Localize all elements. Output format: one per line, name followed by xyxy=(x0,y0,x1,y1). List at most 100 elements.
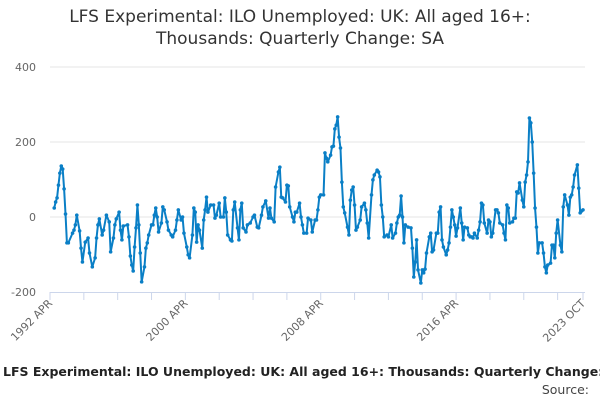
data-point xyxy=(225,233,230,237)
data-point xyxy=(503,238,508,242)
data-point xyxy=(481,203,485,207)
data-point xyxy=(245,223,250,227)
data-point xyxy=(79,246,83,250)
data-point xyxy=(347,233,351,237)
data-point xyxy=(558,243,563,247)
data-point xyxy=(544,271,549,275)
data-point xyxy=(366,236,371,240)
data-point xyxy=(523,180,527,184)
data-point xyxy=(376,170,381,174)
data-point xyxy=(283,200,288,204)
y-tick-label: 0 xyxy=(29,211,36,224)
data-point xyxy=(59,164,64,168)
data-point xyxy=(403,223,408,227)
data-point xyxy=(231,208,236,212)
data-point xyxy=(138,251,143,255)
data-point xyxy=(58,171,62,175)
data-point xyxy=(507,221,512,225)
data-point xyxy=(333,127,337,131)
data-point xyxy=(113,223,117,227)
data-point xyxy=(575,163,580,167)
data-point xyxy=(354,228,358,232)
x-tick-label: 2023 OCT xyxy=(540,297,588,345)
data-point xyxy=(517,181,522,185)
data-point xyxy=(380,215,385,219)
data-point xyxy=(60,167,65,171)
data-point xyxy=(489,235,494,239)
data-point xyxy=(355,225,360,229)
data-point xyxy=(297,201,302,205)
data-point xyxy=(567,213,571,217)
x-axis: 1992 APR 2000 APR 2008 APR 2016 APR 2023 OCT xyxy=(8,292,588,345)
data-point xyxy=(125,223,130,227)
data-point xyxy=(272,220,276,224)
data-point xyxy=(541,251,546,255)
data-point xyxy=(304,231,309,235)
data-point xyxy=(117,210,121,214)
data-point xyxy=(349,188,354,192)
data-point xyxy=(100,233,104,237)
data-point xyxy=(184,245,189,249)
data-point xyxy=(252,213,257,217)
data-point xyxy=(476,228,481,232)
data-point xyxy=(536,251,540,255)
data-point xyxy=(269,216,274,220)
data-point xyxy=(224,210,229,214)
data-point xyxy=(490,231,495,235)
data-point xyxy=(341,205,346,209)
data-point xyxy=(371,178,375,182)
data-point xyxy=(55,196,59,200)
data-point xyxy=(450,208,454,212)
data-point xyxy=(280,196,285,200)
data-point xyxy=(424,251,429,255)
data-point xyxy=(431,248,436,252)
data-point xyxy=(299,215,303,219)
data-point xyxy=(437,210,441,214)
data-point xyxy=(348,198,353,202)
data-point xyxy=(419,281,423,285)
data-point xyxy=(410,246,415,250)
data-point xyxy=(495,208,499,212)
data-point xyxy=(235,226,240,230)
data-point xyxy=(478,220,482,224)
data-point xyxy=(325,160,330,164)
data-point xyxy=(201,218,206,222)
data-point xyxy=(259,213,264,217)
data-point xyxy=(438,205,443,209)
y-axis: 400 200 0 -200 xyxy=(11,61,36,299)
data-point xyxy=(239,201,244,205)
data-point xyxy=(378,175,382,179)
data-point xyxy=(153,206,158,210)
data-point xyxy=(173,228,178,232)
data-point xyxy=(200,246,205,250)
data-point xyxy=(131,269,135,273)
data-point xyxy=(421,271,426,275)
data-point xyxy=(397,213,402,217)
data-point xyxy=(471,236,475,240)
data-point xyxy=(445,248,450,252)
series xyxy=(52,115,585,285)
data-point xyxy=(458,206,463,210)
data-point xyxy=(193,210,198,214)
data-point xyxy=(237,238,241,242)
data-point xyxy=(137,223,141,227)
data-point xyxy=(521,205,526,209)
data-point xyxy=(83,240,88,244)
data-point xyxy=(268,206,272,210)
data-point xyxy=(306,216,310,220)
data-point xyxy=(170,235,175,239)
data-point xyxy=(248,221,253,225)
data-point xyxy=(101,228,106,232)
data-point xyxy=(166,228,171,232)
data-point xyxy=(273,185,278,189)
data-point xyxy=(506,206,511,210)
gridlines xyxy=(50,66,585,218)
data-point xyxy=(572,173,577,177)
data-point xyxy=(104,213,109,217)
data-point xyxy=(352,203,357,207)
data-point xyxy=(390,236,395,240)
data-point xyxy=(206,210,210,214)
data-point xyxy=(543,265,547,269)
data-point xyxy=(448,225,453,229)
data-point xyxy=(395,221,399,225)
